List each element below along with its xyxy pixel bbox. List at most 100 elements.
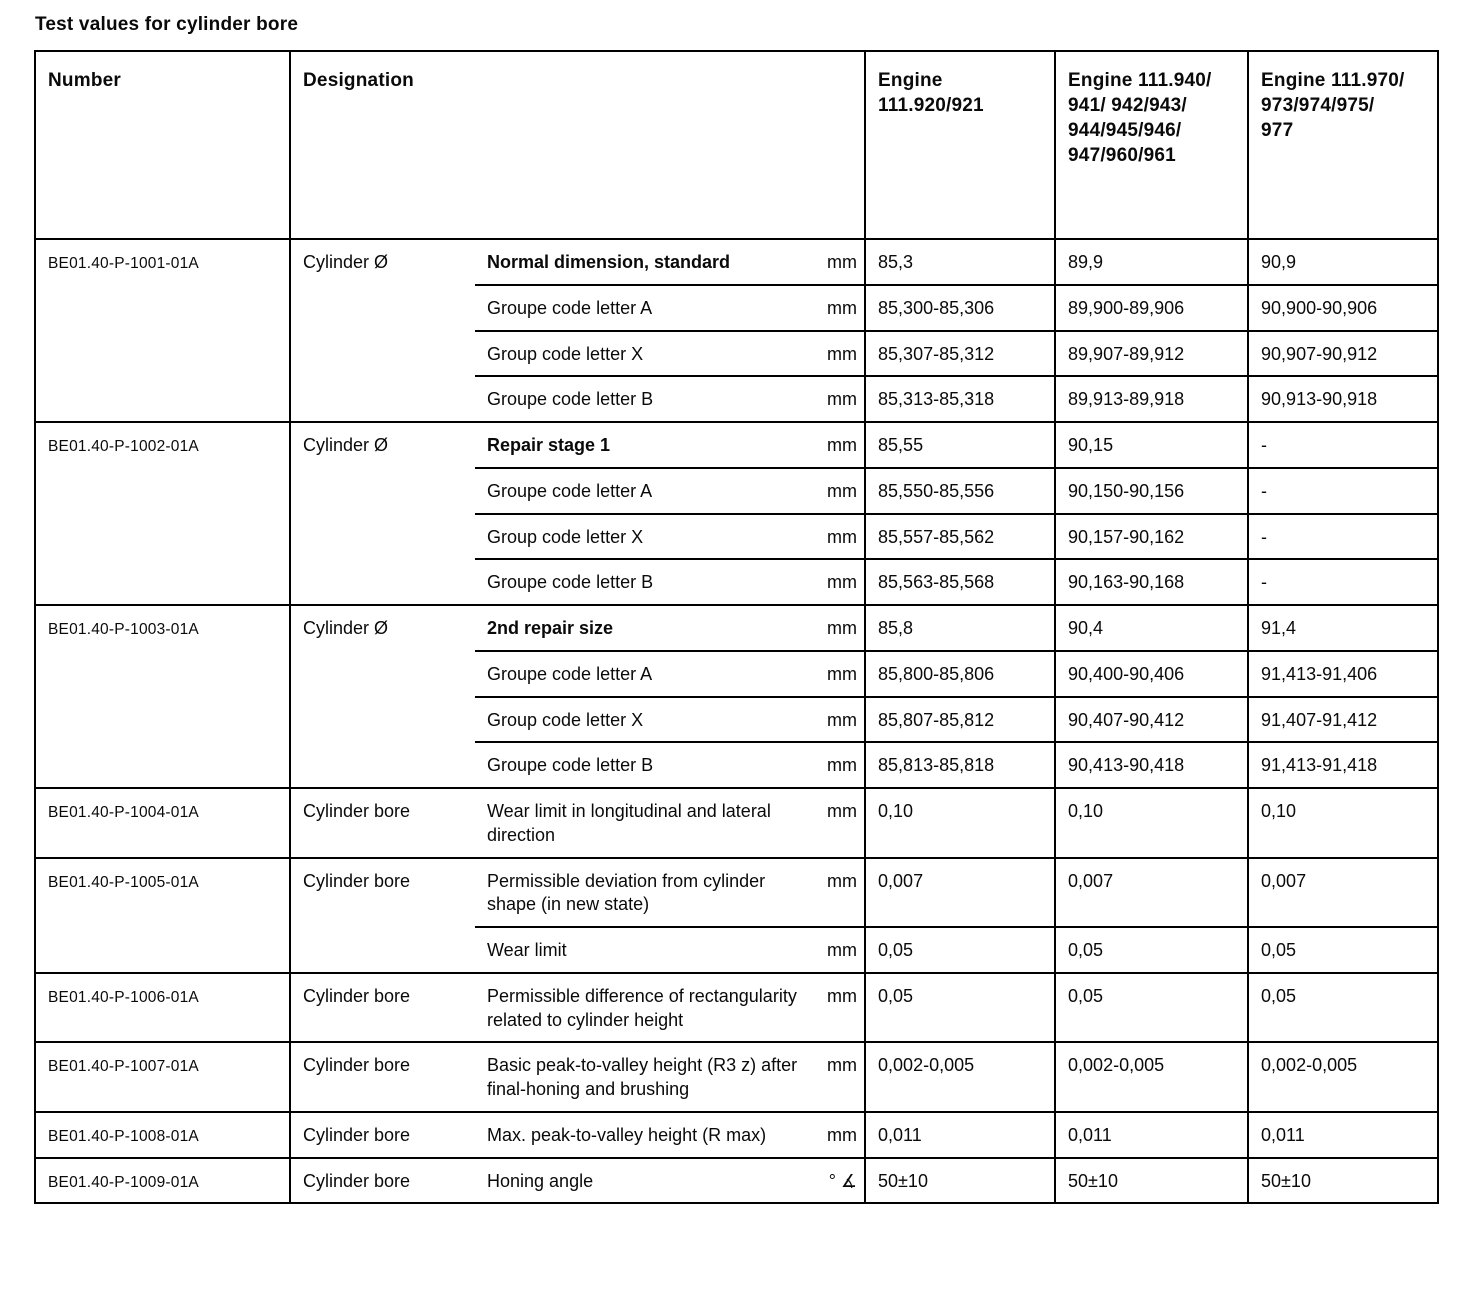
table-header: Number Designation Engine 111.920/921 En… [35, 51, 1439, 240]
cell-unit: mm [808, 972, 867, 1043]
cell-unit: mm [808, 857, 867, 927]
header-number: Number [35, 51, 291, 240]
cell-value-engine-1: 85,550-85,556 [865, 466, 1057, 514]
cell-designation: Cylinder Ø [303, 618, 389, 638]
cell-value-engine-1: 0,10 [865, 788, 1057, 858]
cell-value-engine-3: 0,002-0,005 [1261, 1055, 1358, 1076]
table-row: BE01.40-P-1004-01A Cylinder bore Wear limi… [35, 788, 1438, 858]
cell-value-engine-3: 0,10 [1261, 801, 1297, 821]
cell-description: Groupe code letter B [475, 375, 808, 422]
cell-value-engine-1: 85,557-85,562 [865, 512, 1057, 560]
cell-value-engine-3: 90,9 [1261, 252, 1297, 272]
cell-value-engine-3: 91,4 [1261, 618, 1297, 638]
cell-value-engine-2: 89,913-89,918 [1055, 375, 1250, 422]
cell-value-engine-3: 90,907-90,912 [1248, 329, 1439, 377]
cell-value-engine-2: 0,05 [1055, 926, 1250, 973]
cell-value-engine-1: 85,55 [865, 422, 1057, 468]
cell-value-engine-3: 91,407-91,412 [1248, 695, 1439, 743]
cell-value-engine-1: 85,307-85,312 [865, 329, 1057, 377]
cell-description: Groupe code letter B [475, 741, 808, 788]
table-row: Wear limit mm 0,05 0,05 0,05 [35, 926, 1439, 973]
cell-value-engine-1: 0,002-0,005 [865, 1042, 1057, 1112]
cell-value-engine-2: 0,007 [1055, 857, 1250, 927]
cell-designation: Cylinder Ø [303, 252, 389, 272]
cell-value-engine-1: 85,8 [865, 605, 1057, 651]
row-group: BE01.40-P-1003-01A Cylinder Ø 2nd repair s… [35, 605, 1439, 788]
cell-number: BE01.40-P-1006-01A [35, 972, 291, 1043]
cell-value-engine-3: - [1248, 512, 1439, 560]
row-group: BE01.40-P-1006-01A Cylinder bore Permissib… [35, 972, 1439, 1043]
header-engine-111-970-977: Engine 111.970/ 973/974/975/ 977 [1248, 51, 1439, 240]
cell-value-engine-1: 85,800-85,806 [865, 649, 1057, 697]
cell-designation: Cylinder bore [303, 985, 411, 1006]
cell-unit: mm [808, 375, 867, 422]
cell-description: Wear limit in longitudinal and lateral d… [487, 801, 771, 845]
cell-unit: mm [808, 329, 867, 377]
cell-description: Group code letter X [475, 512, 808, 560]
cell-unit: mm [808, 926, 867, 973]
cell-designation: Cylinder bore [303, 801, 411, 821]
cell-unit: mm [808, 741, 867, 788]
cell-number: BE01.40-P-1008-01A [35, 1111, 291, 1158]
cell-value-engine-1: 0,05 [865, 972, 1057, 1043]
cell-description: Permissible deviation from cylinder shap… [487, 870, 766, 915]
header-designation: Designation [290, 51, 867, 240]
cell-value-engine-1: 85,3 [865, 239, 1057, 285]
cell-value-engine-3: 90,913-90,918 [1248, 375, 1439, 422]
header-engine-111-920-921: Engine 111.920/921 [865, 51, 1057, 240]
cell-designation: Cylinder bore [303, 1170, 411, 1191]
cell-value-engine-1: 0,011 [865, 1111, 1057, 1158]
cell-unit: mm [808, 605, 867, 651]
cell-value-engine-3: - [1261, 435, 1268, 455]
cell-number: BE01.40-P-1002-01A [35, 422, 291, 605]
cell-value-engine-2: 50±10 [1055, 1157, 1250, 1204]
cell-value-engine-2: 90,150-90,156 [1055, 466, 1250, 514]
cell-unit: mm [808, 512, 867, 560]
test-values-table: Number Designation Engine 111.920/921 En… [34, 50, 1440, 1205]
page-title: Test values for cylinder bore [35, 14, 299, 35]
table-row: BE01.40-P-1003-01A Cylinder Ø 2nd repair s… [35, 605, 1438, 788]
cell-description: Group code letter X [475, 695, 808, 743]
cell-value-engine-2: 0,002-0,005 [1055, 1042, 1250, 1112]
cell-value-engine-3: 0,05 [1248, 926, 1439, 973]
table-row: BE01.40-P-1005-01A Cylinder bore Permissib… [35, 857, 1438, 973]
cell-value-engine-1: 0,007 [865, 857, 1057, 927]
cell-number: BE01.40-P-1003-01A [35, 605, 291, 788]
cell-value-engine-3: - [1248, 558, 1439, 605]
cell-value-engine-2: 89,907-89,912 [1055, 329, 1250, 377]
cell-unit: mm [808, 466, 867, 514]
row-group: BE01.40-P-1007-01A Cylinder bore Basic pea… [35, 1042, 1439, 1112]
cell-value-engine-3: - [1248, 466, 1439, 514]
cell-designation: Cylinder bore [303, 870, 411, 891]
cell-unit: mm [808, 649, 867, 697]
cell-value-engine-3: 90,900-90,906 [1248, 283, 1439, 331]
cell-description: Group code letter X [475, 329, 808, 377]
table-row: BE01.40-P-1002-01A Cylinder Ø Repair stage… [35, 422, 1438, 605]
cell-unit: mm [808, 239, 867, 285]
row-group: BE01.40-P-1008-01A Cylinder bore Max. peak… [35, 1111, 1439, 1158]
header-engine-111-940-961: Engine 111.940/ 941/ 942/943/ 944/945/94… [1055, 51, 1250, 240]
cell-value-engine-2: 90,157-90,162 [1055, 512, 1250, 560]
cell-value-engine-1: 50±10 [865, 1157, 1057, 1204]
cell-unit: mm [808, 695, 867, 743]
cell-unit: mm [808, 558, 867, 605]
cell-value-engine-1: 85,300-85,306 [865, 283, 1057, 331]
cell-unit: ° ∡ [808, 1157, 867, 1204]
cell-number: BE01.40-P-1005-01A [35, 857, 291, 973]
cell-value-engine-1: 85,313-85,318 [865, 375, 1057, 422]
table-row: BE01.40-P-1007-01A Cylinder bore Basic pea… [35, 1042, 1438, 1112]
cell-value-engine-3: 91,413-91,418 [1248, 741, 1439, 788]
cell-unit: mm [808, 422, 867, 468]
table-row: BE01.40-P-1008-01A Cylinder bore Max. peak… [35, 1111, 1438, 1158]
cell-value-engine-2: 89,9 [1055, 239, 1250, 285]
table-row: BE01.40-P-1009-01A Cylinder bore Honing an… [35, 1157, 1438, 1204]
cell-value-engine-1: 85,813-85,818 [865, 741, 1057, 788]
